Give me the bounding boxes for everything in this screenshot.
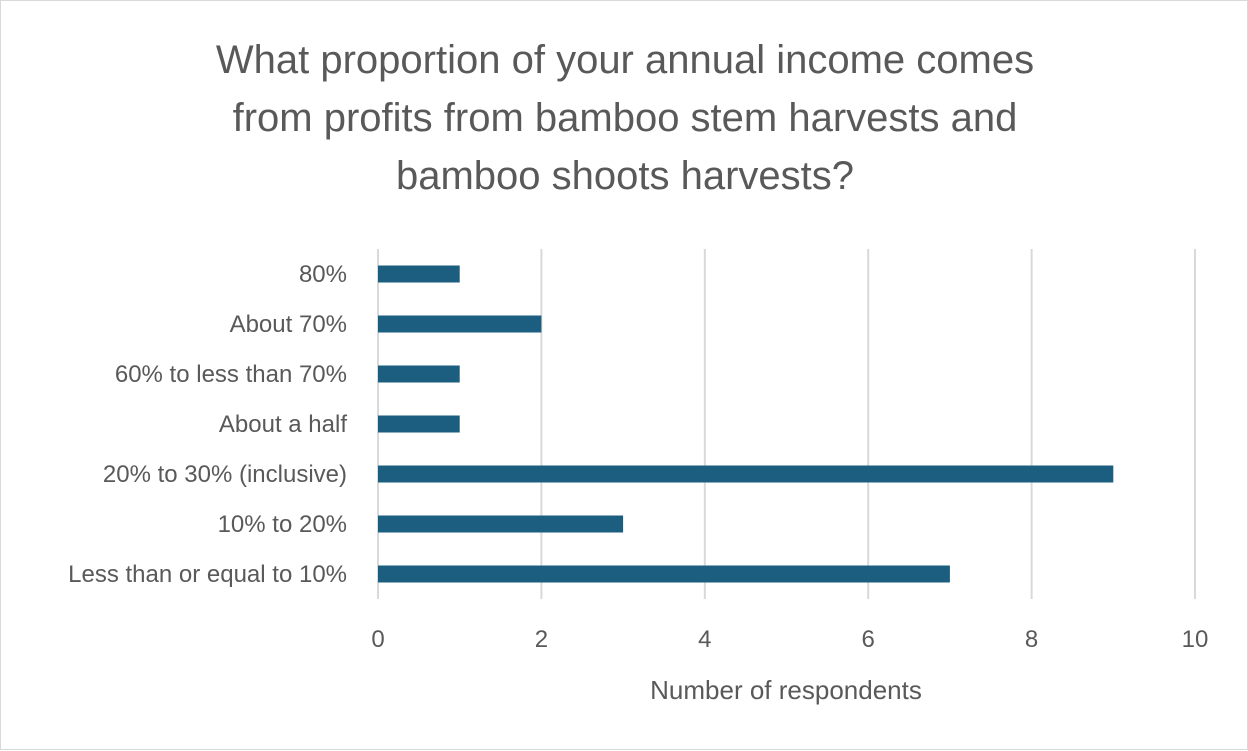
- category-label: 10% to 20%: [218, 511, 347, 538]
- chart-title: What proportion of your annual income co…: [1, 31, 1248, 205]
- x-tick-label: 4: [698, 626, 711, 653]
- bar: [378, 415, 460, 433]
- category-label: About 70%: [230, 311, 347, 338]
- chart-title-line-3: bamboo shoots harvests?: [395, 154, 855, 198]
- bars: [378, 265, 1114, 583]
- bar: [378, 515, 624, 533]
- x-tick-label: 6: [862, 626, 875, 653]
- bar: [378, 265, 460, 283]
- bar: [378, 315, 542, 333]
- bar: [378, 565, 950, 583]
- bar: [378, 465, 1114, 483]
- x-tick-label: 0: [371, 626, 384, 653]
- x-axis-label: Number of respondents: [650, 675, 922, 705]
- category-label: 20% to 30% (inclusive): [103, 461, 347, 488]
- x-tick-label: 10: [1182, 626, 1209, 653]
- bar: [378, 365, 460, 383]
- x-tick-label: 2: [535, 626, 548, 653]
- chart-title-line-1: What proportion of your annual income co…: [215, 38, 1035, 82]
- category-labels: 80% About 70% 60% to less than 70% About a …: [68, 261, 347, 588]
- chart-title-line-2: from profits from bamboo stem harvests a…: [232, 96, 1018, 140]
- category-label: About a half: [219, 411, 347, 438]
- category-label: 80%: [299, 261, 347, 288]
- category-label: 60% to less than 70%: [115, 361, 347, 388]
- x-tick-label: 8: [1025, 626, 1038, 653]
- gridlines: [377, 249, 1196, 599]
- category-label: Less than or equal to 10%: [68, 561, 347, 588]
- x-tick-labels: 0 2 4 6 8 10: [371, 626, 1208, 653]
